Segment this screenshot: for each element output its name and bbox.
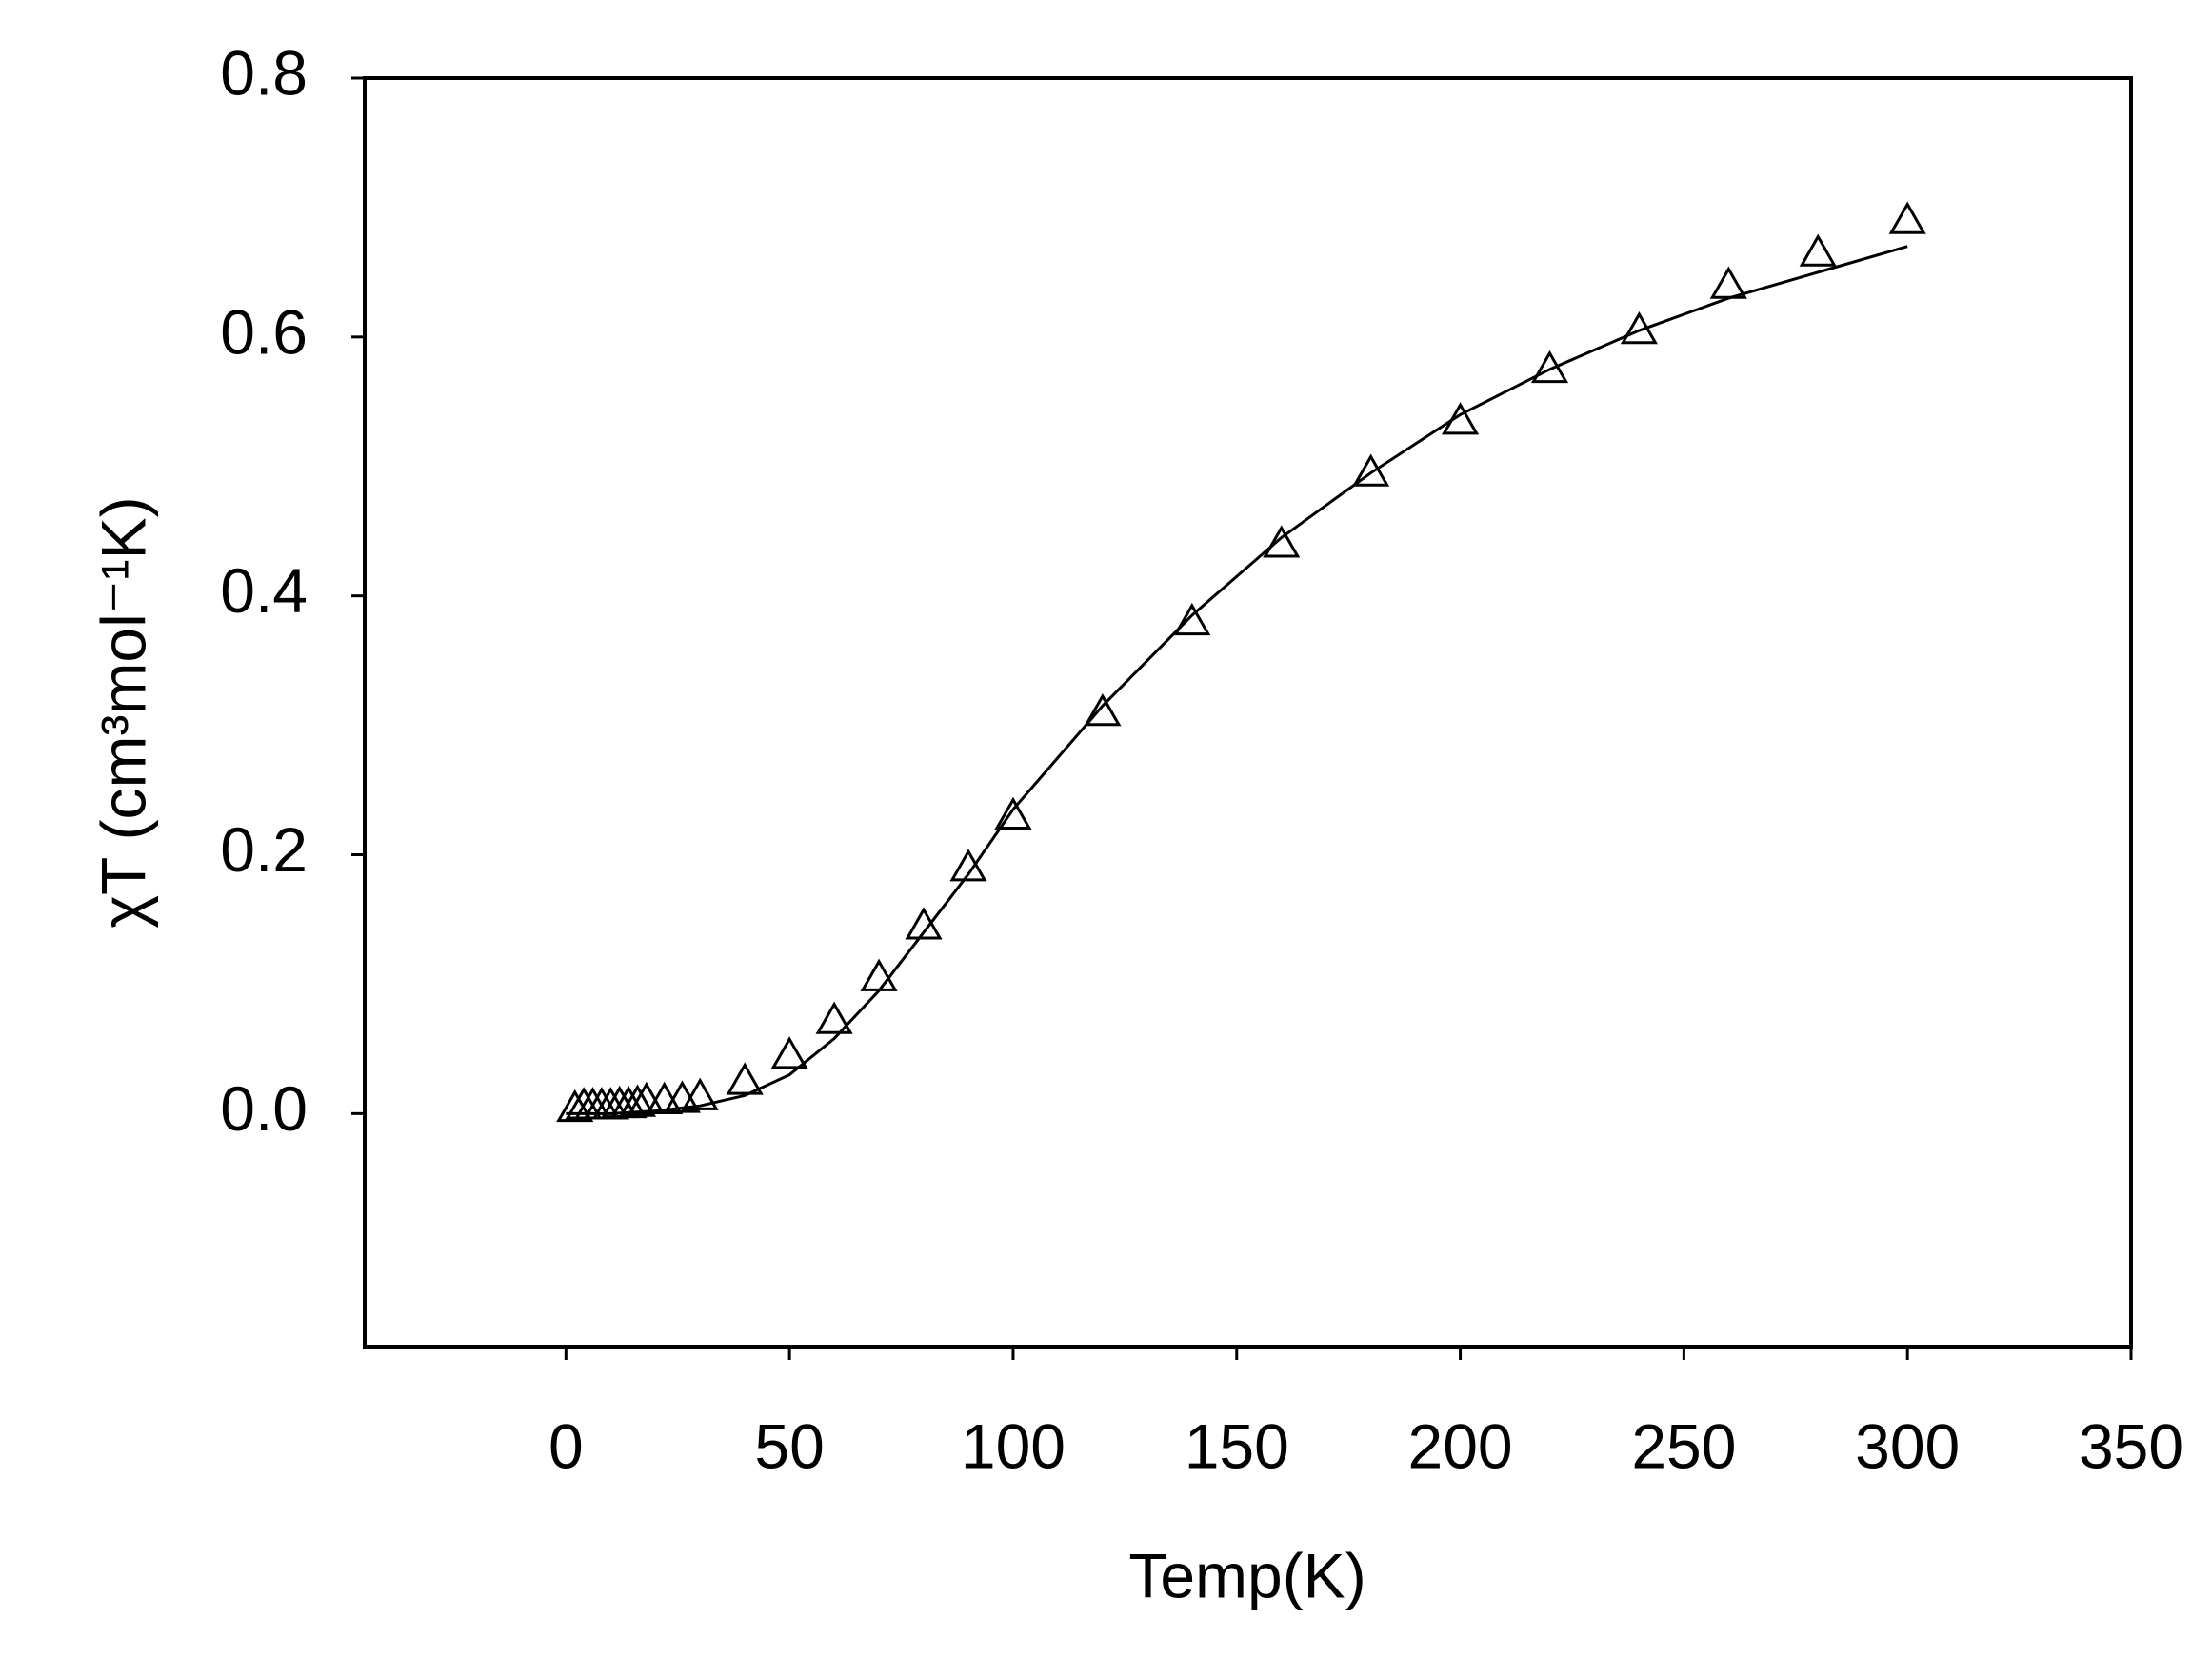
data-point — [1888, 201, 1926, 234]
x-tick-label: 50 — [754, 1410, 824, 1481]
data-point — [1620, 311, 1659, 345]
y-tick-label: 0.0 — [220, 1073, 308, 1144]
data-point — [1084, 692, 1122, 727]
x-tick-label: 100 — [961, 1410, 1066, 1481]
data-point — [949, 849, 987, 882]
x-tick-label: 350 — [2079, 1410, 2183, 1481]
y-tick-label: 0.4 — [220, 555, 308, 626]
data-point — [726, 1062, 764, 1095]
data-point — [1799, 233, 1837, 267]
data-point — [1530, 350, 1569, 384]
data-point — [1263, 525, 1301, 558]
data-point — [681, 1077, 719, 1110]
x-tick-label: 300 — [1855, 1410, 1960, 1481]
plot-frame — [363, 76, 2133, 1349]
x-tick-label: 150 — [1185, 1410, 1289, 1481]
data-point — [815, 1001, 853, 1034]
data-point — [1709, 266, 1747, 299]
data-point — [1352, 453, 1390, 487]
data-point — [994, 796, 1032, 830]
y-axis-label: χT (cm³mol⁻¹K) — [88, 496, 158, 928]
x-axis-label: Temp(K) — [1128, 1540, 1365, 1610]
y-tick-label: 0.6 — [220, 296, 308, 367]
x-tick-label: 200 — [1408, 1410, 1513, 1481]
data-point — [770, 1036, 808, 1069]
y-tick-label: 0.8 — [220, 37, 308, 108]
x-tick-label: 0 — [548, 1410, 584, 1481]
x-tick-label: 250 — [1631, 1410, 1736, 1481]
data-point — [1173, 602, 1211, 636]
data-point — [618, 1084, 657, 1117]
fit-line — [566, 245, 1908, 1115]
y-tick-label: 0.2 — [220, 814, 308, 885]
